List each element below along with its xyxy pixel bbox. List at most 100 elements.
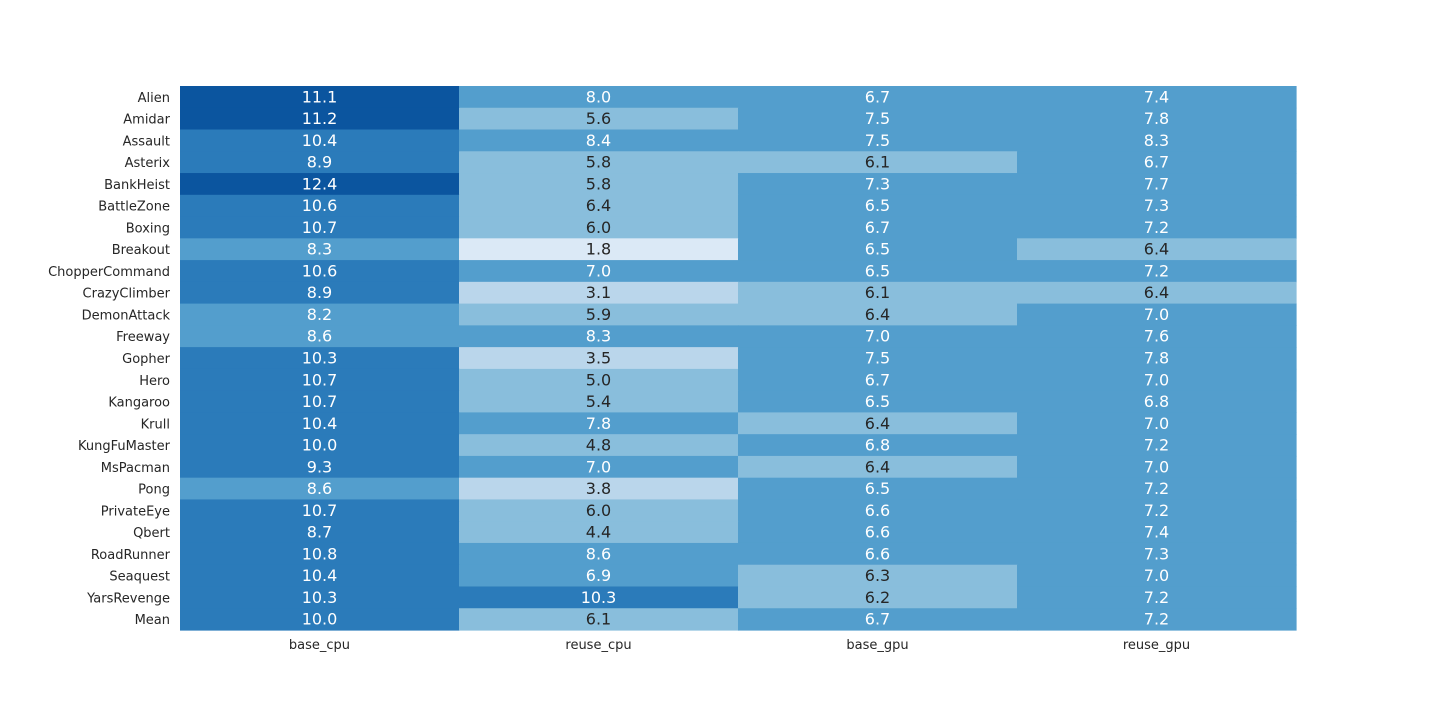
cell-value-mean-base-cpu: 10.0 [302, 610, 338, 629]
row-label-alien: Alien [138, 91, 170, 106]
cell-value-gopher-base-cpu: 10.3 [302, 349, 338, 368]
cell-value-qbert-base-cpu: 8.7 [307, 523, 332, 542]
cell-freeway-base-cpu [180, 325, 460, 348]
cell-value-seaquest-reuse-cpu: 6.9 [586, 566, 611, 585]
cell-gopher-base-gpu [738, 347, 1018, 370]
cell-value-asterix-reuse-gpu: 6.7 [1144, 153, 1169, 172]
cell-value-alien-reuse-cpu: 8.0 [586, 87, 611, 106]
cell-yarsrevenge-reuse-cpu [459, 586, 739, 609]
cell-value-choppercommand-reuse-gpu: 7.2 [1144, 261, 1169, 280]
row-label-mean: Mean [135, 613, 170, 628]
cell-value-freeway-reuse-cpu: 8.3 [586, 327, 611, 346]
cell-value-boxing-reuse-gpu: 7.2 [1144, 218, 1169, 237]
cell-assault-base-gpu [738, 129, 1018, 152]
column-label-base-cpu: base_cpu [289, 638, 350, 653]
cell-value-assault-reuse-gpu: 8.3 [1144, 131, 1169, 150]
row-label-kangaroo: Kangaroo [108, 396, 170, 411]
cell-value-yarsrevenge-reuse-gpu: 7.2 [1144, 588, 1169, 607]
row-label-hero: Hero [139, 374, 170, 389]
cell-value-assault-base-gpu: 7.5 [865, 131, 890, 150]
cell-crazyclimber-reuse-cpu [459, 281, 739, 305]
row-label-krull: Krull [141, 417, 170, 432]
cell-value-asterix-base-cpu: 8.9 [307, 153, 332, 172]
cell-value-hero-reuse-cpu: 5.0 [586, 370, 611, 389]
cell-pong-base-cpu [180, 477, 460, 501]
cell-hero-base-gpu [738, 368, 1018, 392]
cell-assault-base-cpu [180, 129, 460, 152]
cell-choppercommand-reuse-gpu [1017, 260, 1297, 283]
cell-alien-base-cpu [180, 86, 460, 109]
cell-kangaroo-reuse-cpu [459, 390, 739, 413]
cell-value-bankheist-reuse-gpu: 7.7 [1144, 174, 1169, 193]
cell-value-mspacman-base-cpu: 9.3 [307, 457, 332, 476]
cell-value-battlezone-base-cpu: 10.6 [302, 196, 338, 215]
cell-pong-reuse-cpu [459, 477, 739, 501]
cell-yarsrevenge-base-gpu [738, 586, 1018, 609]
row-label-asterix: Asterix [125, 156, 171, 171]
row-label-pong: Pong [138, 483, 170, 498]
cell-value-kungfumaster-base-gpu: 6.8 [865, 436, 890, 455]
cell-qbert-reuse-cpu [459, 521, 739, 544]
cell-value-gopher-reuse-gpu: 7.8 [1144, 349, 1169, 368]
cell-gopher-reuse-cpu [459, 347, 739, 370]
cell-value-qbert-reuse-cpu: 4.4 [586, 523, 611, 542]
column-label-reuse-gpu: reuse_gpu [1123, 638, 1190, 653]
cell-value-mspacman-reuse-cpu: 7.0 [586, 457, 611, 476]
cell-amidar-base-cpu [180, 107, 460, 131]
x-axis-tick-labels: base_cpu reuse_cpu base_gpu reuse_gpu [289, 638, 1190, 653]
cell-value-alien-reuse-gpu: 7.4 [1144, 87, 1169, 106]
cell-demonattack-reuse-cpu [459, 303, 739, 326]
cell-demonattack-base-cpu [180, 303, 460, 326]
cell-roadrunner-base-gpu [738, 542, 1018, 566]
cell-choppercommand-base-gpu [738, 260, 1018, 283]
cell-value-yarsrevenge-base-gpu: 6.2 [865, 588, 890, 607]
cell-choppercommand-base-cpu [180, 260, 460, 283]
cell-bankheist-reuse-gpu [1017, 173, 1297, 196]
cell-value-demonattack-base-gpu: 6.4 [865, 305, 890, 324]
row-label-seaquest: Seaquest [109, 570, 170, 585]
row-label-yarsrevenge: YarsRevenge [86, 591, 170, 606]
cell-qbert-base-gpu [738, 521, 1018, 544]
cell-value-hero-base-gpu: 6.7 [865, 370, 890, 389]
cell-boxing-base-cpu [180, 216, 460, 239]
cell-battlezone-base-cpu [180, 194, 460, 218]
cell-value-hero-base-cpu: 10.7 [302, 370, 338, 389]
cell-value-mean-base-gpu: 6.7 [865, 610, 890, 629]
cell-yarsrevenge-base-cpu [180, 586, 460, 609]
cell-value-amidar-reuse-cpu: 5.6 [586, 109, 611, 128]
cell-pong-reuse-gpu [1017, 477, 1297, 501]
cell-gopher-base-cpu [180, 347, 460, 370]
cell-mspacman-base-gpu [738, 455, 1018, 479]
cell-mspacman-base-cpu [180, 455, 460, 479]
row-label-demonattack: DemonAttack [82, 308, 171, 323]
cell-value-kangaroo-reuse-cpu: 5.4 [586, 392, 611, 411]
row-label-mspacman: MsPacman [101, 461, 170, 476]
cell-value-crazyclimber-base-gpu: 6.1 [865, 283, 890, 302]
cell-value-roadrunner-reuse-gpu: 7.3 [1144, 544, 1169, 563]
cell-value-krull-base-gpu: 6.4 [865, 414, 890, 433]
cell-value-qbert-base-gpu: 6.6 [865, 523, 890, 542]
cell-value-privateeye-base-cpu: 10.7 [302, 501, 338, 520]
cell-breakout-reuse-cpu [459, 238, 739, 261]
cell-value-assault-base-cpu: 10.4 [302, 131, 338, 150]
cell-privateeye-reuse-cpu [459, 499, 739, 522]
cell-demonattack-reuse-gpu [1017, 303, 1297, 326]
row-label-assault: Assault [123, 134, 170, 149]
cell-value-boxing-base-gpu: 6.7 [865, 218, 890, 237]
cell-value-battlezone-base-gpu: 6.5 [865, 196, 890, 215]
cell-value-mean-reuse-cpu: 6.1 [586, 610, 611, 629]
cell-value-asterix-base-gpu: 6.1 [865, 153, 890, 172]
cell-value-kungfumaster-base-cpu: 10.0 [302, 436, 338, 455]
row-label-freeway: Freeway [116, 330, 170, 345]
cell-value-kangaroo-reuse-gpu: 6.8 [1144, 392, 1169, 411]
cell-kungfumaster-base-cpu [180, 434, 460, 457]
cell-value-pong-reuse-gpu: 7.2 [1144, 479, 1169, 498]
cell-kungfumaster-base-gpu [738, 434, 1018, 457]
cell-boxing-reuse-cpu [459, 216, 739, 239]
cell-value-pong-reuse-cpu: 3.8 [586, 479, 611, 498]
cell-value-choppercommand-base-cpu: 10.6 [302, 261, 338, 280]
cell-hero-reuse-gpu [1017, 368, 1297, 392]
cell-value-freeway-reuse-gpu: 7.6 [1144, 327, 1169, 346]
cell-asterix-reuse-cpu [459, 151, 739, 174]
